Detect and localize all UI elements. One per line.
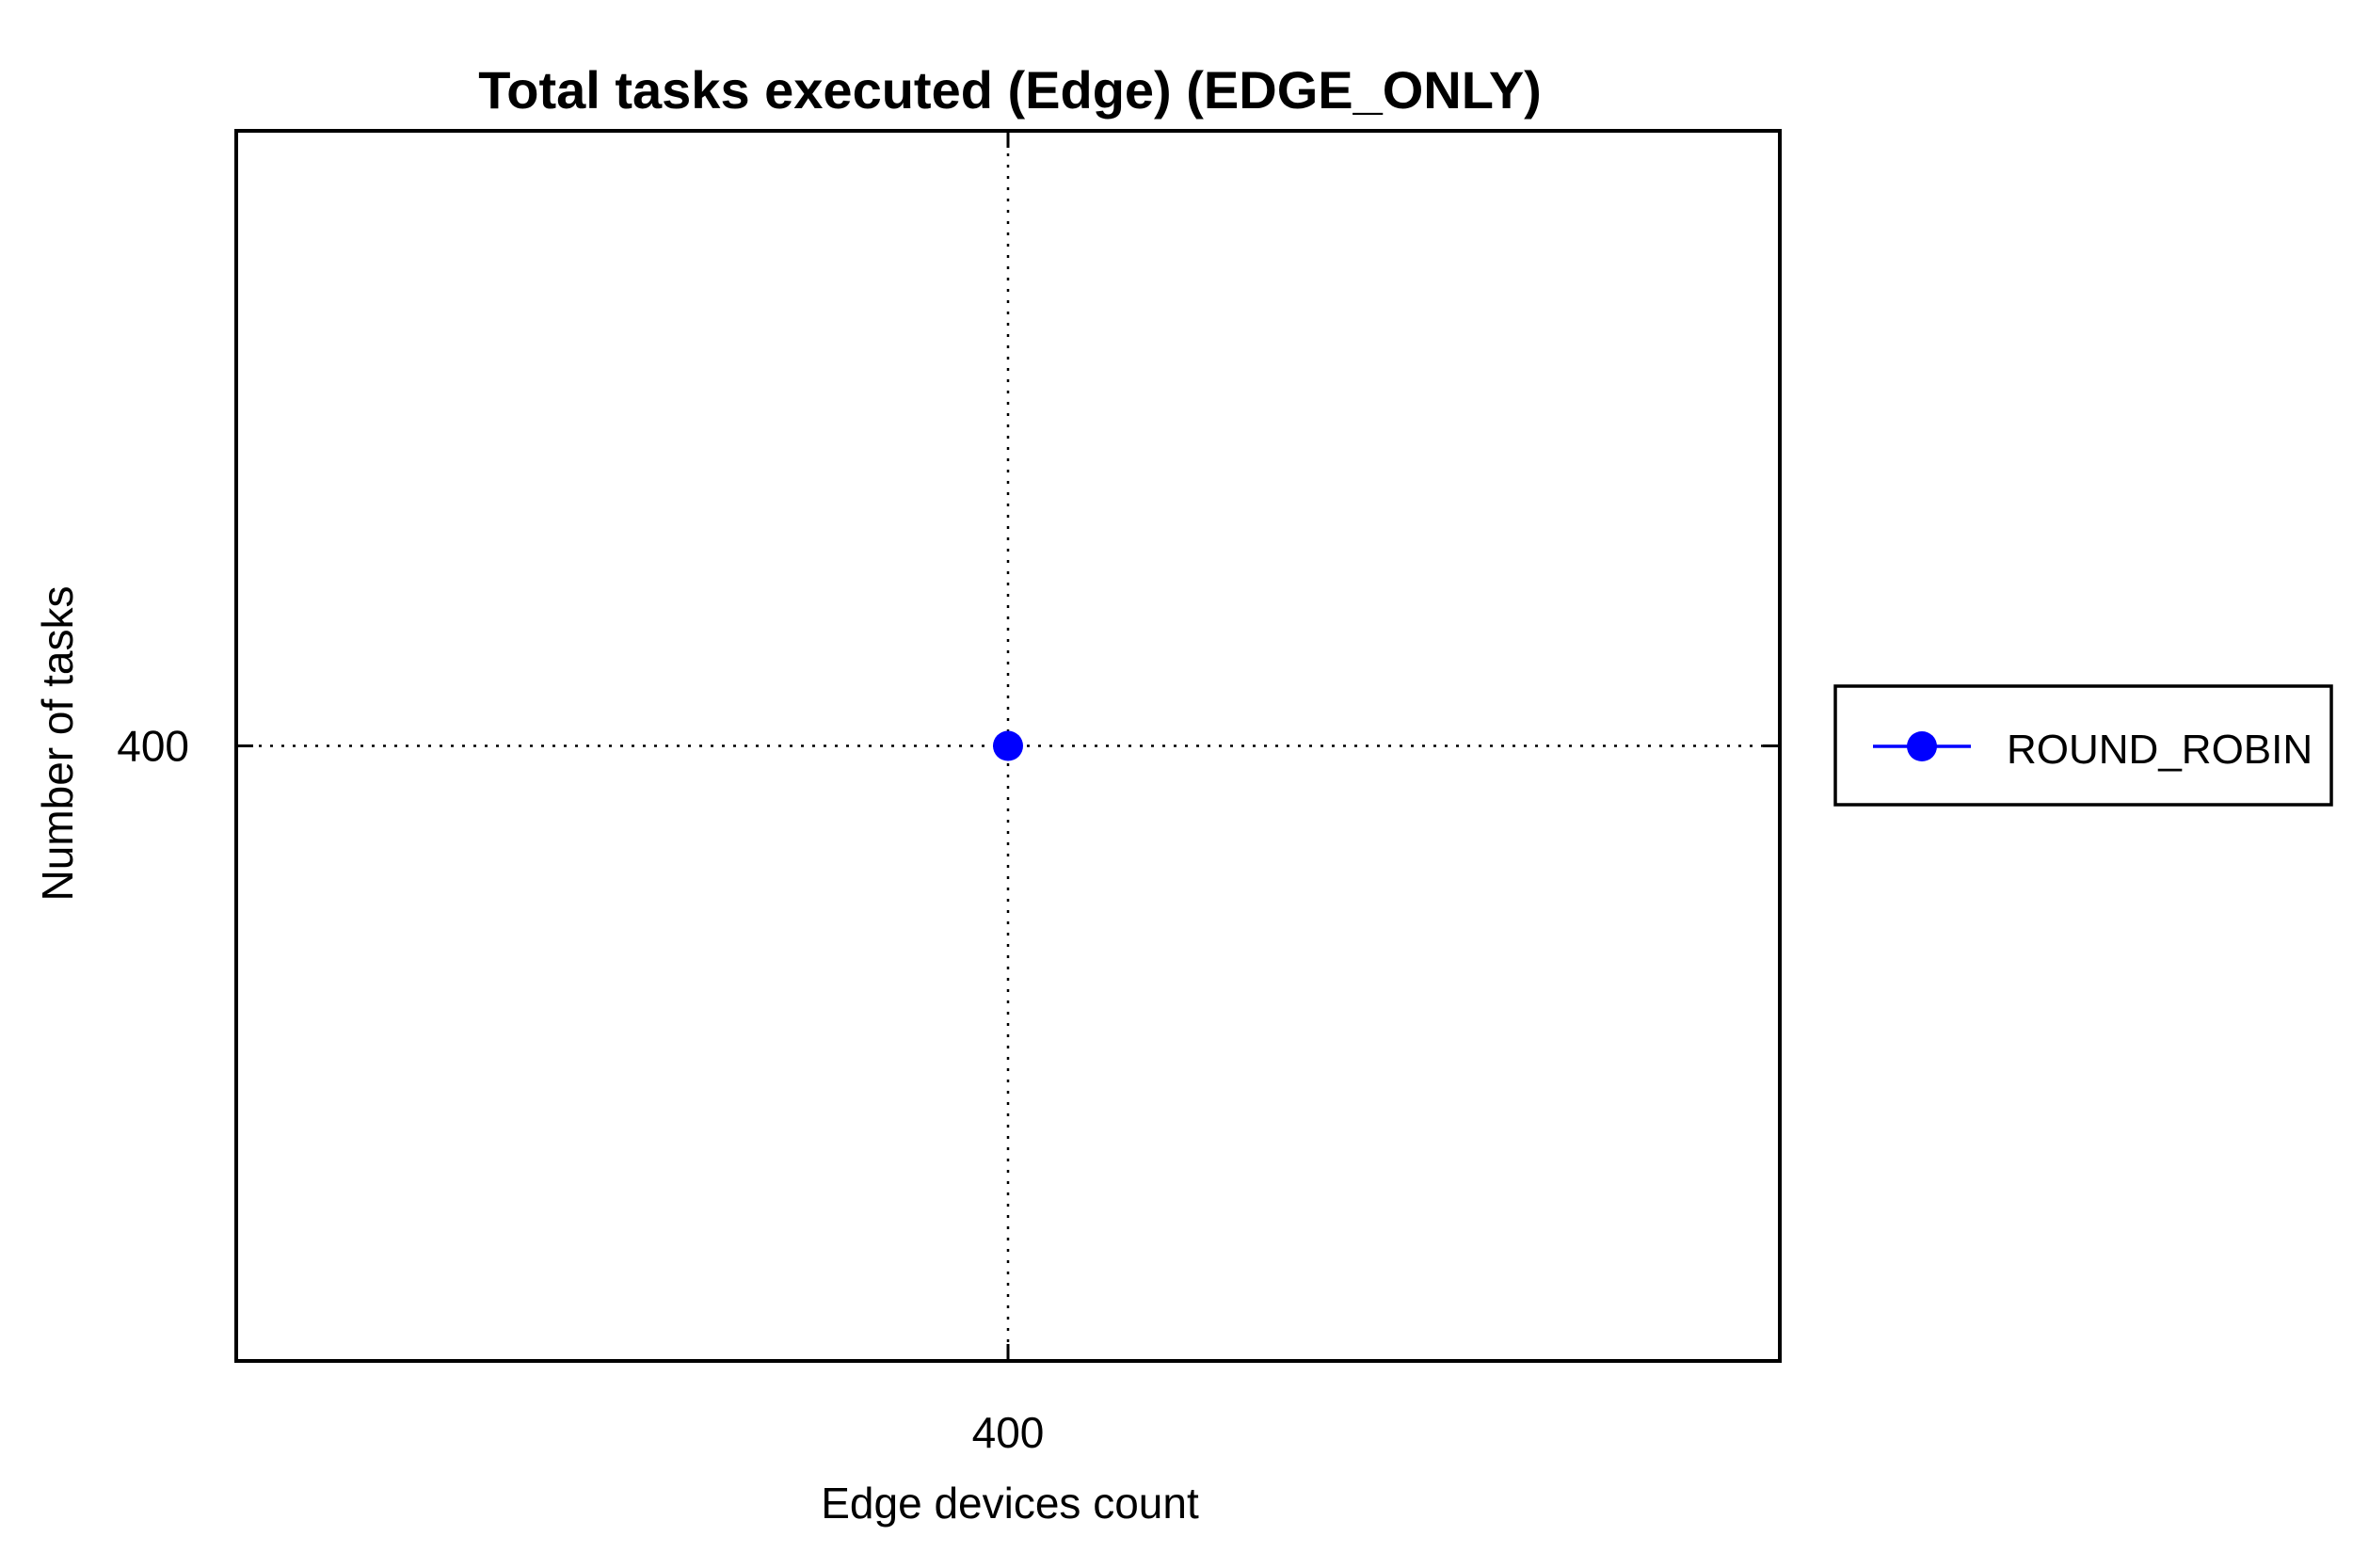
chart-title: Total tasks executed (Edge) (EDGE_ONLY): [478, 60, 1542, 120]
gridlines: [236, 131, 1780, 1361]
legend-label-round-robin: ROUND_ROBIN: [2007, 727, 2313, 773]
y-axis-label: Number of tasks: [33, 586, 82, 902]
x-axis-label: Edge devices count: [821, 1479, 1199, 1528]
y-tick-label: 400: [117, 722, 189, 771]
series-round-robin: [993, 730, 1023, 761]
legend: ROUND_ROBIN: [1833, 684, 2333, 807]
data-point-0-0: [993, 730, 1023, 761]
legend-marker-swatch: [1907, 731, 1937, 761]
tick-marks: [236, 131, 1780, 1361]
x-tick-label: 400: [972, 1408, 1045, 1457]
